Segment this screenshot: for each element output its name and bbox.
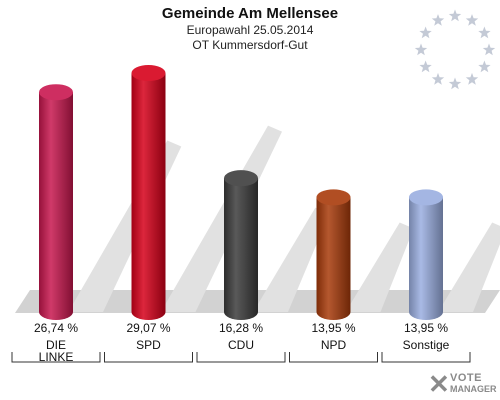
category-label: DIE LINKE xyxy=(39,338,74,364)
eu-star xyxy=(478,26,491,39)
bar-shadow xyxy=(350,222,414,312)
value-label: 29,07 % xyxy=(126,321,170,335)
chart-subtitle-district: OT Kummersdorf-Gut xyxy=(192,38,308,52)
eu-star xyxy=(431,72,445,85)
category-bracket xyxy=(11,352,101,363)
eu-stars-icon xyxy=(414,9,496,90)
chart-subtitle-election: Europawahl 25.05.2014 xyxy=(186,23,314,37)
bar-top xyxy=(409,189,443,206)
bar-shadow xyxy=(258,207,330,312)
logo-text-manager: MANAGER xyxy=(450,384,497,394)
bar xyxy=(131,73,166,320)
bar xyxy=(409,197,443,320)
category-label: Sonstige xyxy=(403,338,450,352)
category-bracket xyxy=(104,352,193,363)
eu-star xyxy=(482,43,496,56)
bar-top xyxy=(224,170,258,187)
bar xyxy=(316,197,351,320)
value-label: 13,95 % xyxy=(311,321,355,335)
value-label: 16,28 % xyxy=(219,321,263,335)
chart-title: Gemeinde Am Mellensee xyxy=(161,5,339,22)
bar xyxy=(224,178,258,320)
eu-star xyxy=(448,77,462,90)
logo-text-vote: VOTE xyxy=(450,372,482,384)
eu-star xyxy=(419,60,432,73)
value-label: 13,95 % xyxy=(404,321,448,335)
vote-manager-logo: ✕ VOTE MANAGER xyxy=(428,369,497,399)
bar xyxy=(39,92,73,320)
eu-star xyxy=(448,9,462,22)
eu-star xyxy=(465,14,479,26)
value-label: 26,74 % xyxy=(34,321,78,335)
eu-star xyxy=(414,43,428,56)
category-label: NPD xyxy=(321,338,347,352)
category-label: SPD xyxy=(136,338,161,352)
category-bracket xyxy=(381,352,471,363)
eu-star xyxy=(419,26,432,39)
category-bracket xyxy=(289,352,378,363)
eu-star xyxy=(478,60,491,73)
logo-mark-icon: ✕ xyxy=(428,369,450,399)
bar-top xyxy=(131,65,166,82)
category-label: CDU xyxy=(228,338,254,352)
category-bracket xyxy=(196,352,286,363)
eu-star xyxy=(465,72,479,85)
bar-top xyxy=(316,189,351,206)
bar-top xyxy=(39,84,73,101)
bar-shadow xyxy=(165,125,283,313)
eu-star xyxy=(431,14,445,26)
bar-shadow xyxy=(443,222,500,312)
